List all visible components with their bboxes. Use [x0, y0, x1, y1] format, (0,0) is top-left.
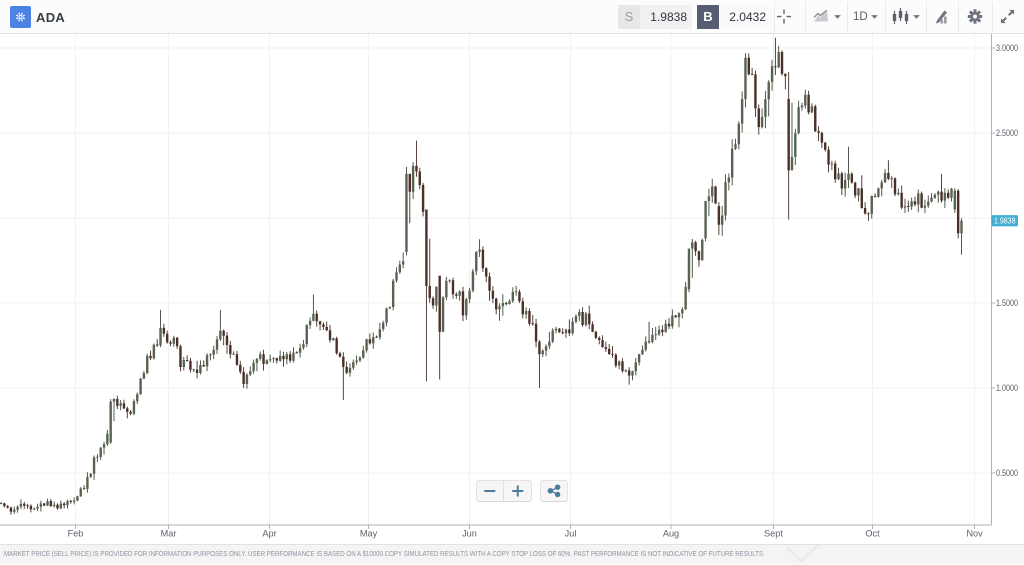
svg-text:2.5000: 2.5000	[996, 128, 1018, 138]
svg-text:1.9838: 1.9838	[994, 217, 1016, 226]
svg-text:Aug: Aug	[663, 529, 679, 539]
svg-text:1.0000: 1.0000	[996, 383, 1018, 393]
svg-text:Jul: Jul	[565, 529, 577, 539]
svg-text:Jun: Jun	[462, 529, 477, 539]
svg-text:May: May	[360, 529, 378, 539]
svg-text:Apr: Apr	[262, 529, 276, 539]
svg-text:1.5000: 1.5000	[996, 298, 1018, 308]
svg-text:3.0000: 3.0000	[996, 43, 1018, 53]
svg-text:Mar: Mar	[161, 529, 177, 539]
svg-text:Nov: Nov	[966, 529, 983, 539]
svg-text:Oct: Oct	[865, 529, 880, 539]
svg-text:Sept: Sept	[764, 529, 783, 539]
svg-text:Feb: Feb	[68, 529, 84, 539]
svg-text:0.5000: 0.5000	[996, 468, 1018, 478]
